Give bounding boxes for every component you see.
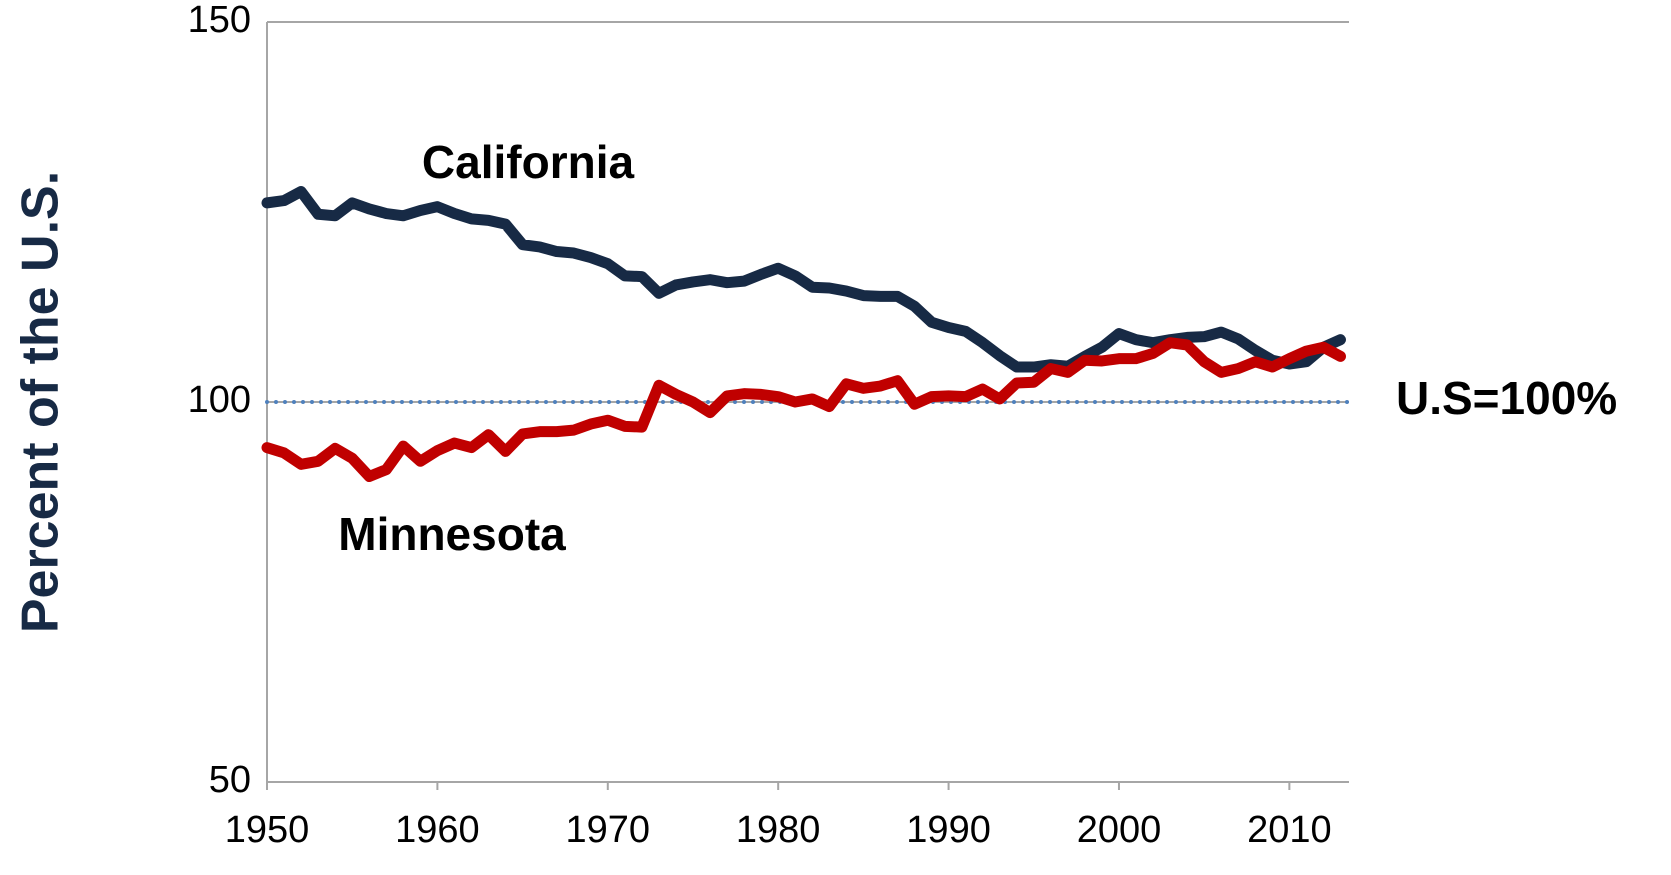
- series-label: Minnesota: [338, 508, 566, 560]
- x-tick-label: 1970: [566, 809, 651, 851]
- series-line: [261, 185, 1346, 373]
- reference-label: U.S=100%: [1396, 372, 1617, 424]
- x-tick-label: 1990: [906, 809, 991, 851]
- series-label: California: [422, 136, 635, 188]
- y-tick-label: 100: [188, 379, 251, 421]
- x-tick-label: 2010: [1247, 809, 1332, 851]
- y-tick-label: 50: [209, 759, 251, 801]
- series-line: [261, 337, 1346, 482]
- x-tick-label: 1950: [225, 809, 310, 851]
- y-tick-label: 150: [188, 0, 251, 41]
- x-tick-label: 2000: [1077, 809, 1162, 851]
- y-axis-label: Percent of the U.S.: [12, 171, 70, 633]
- x-tick-label: 1960: [395, 809, 480, 851]
- x-tick-label: 1980: [736, 809, 821, 851]
